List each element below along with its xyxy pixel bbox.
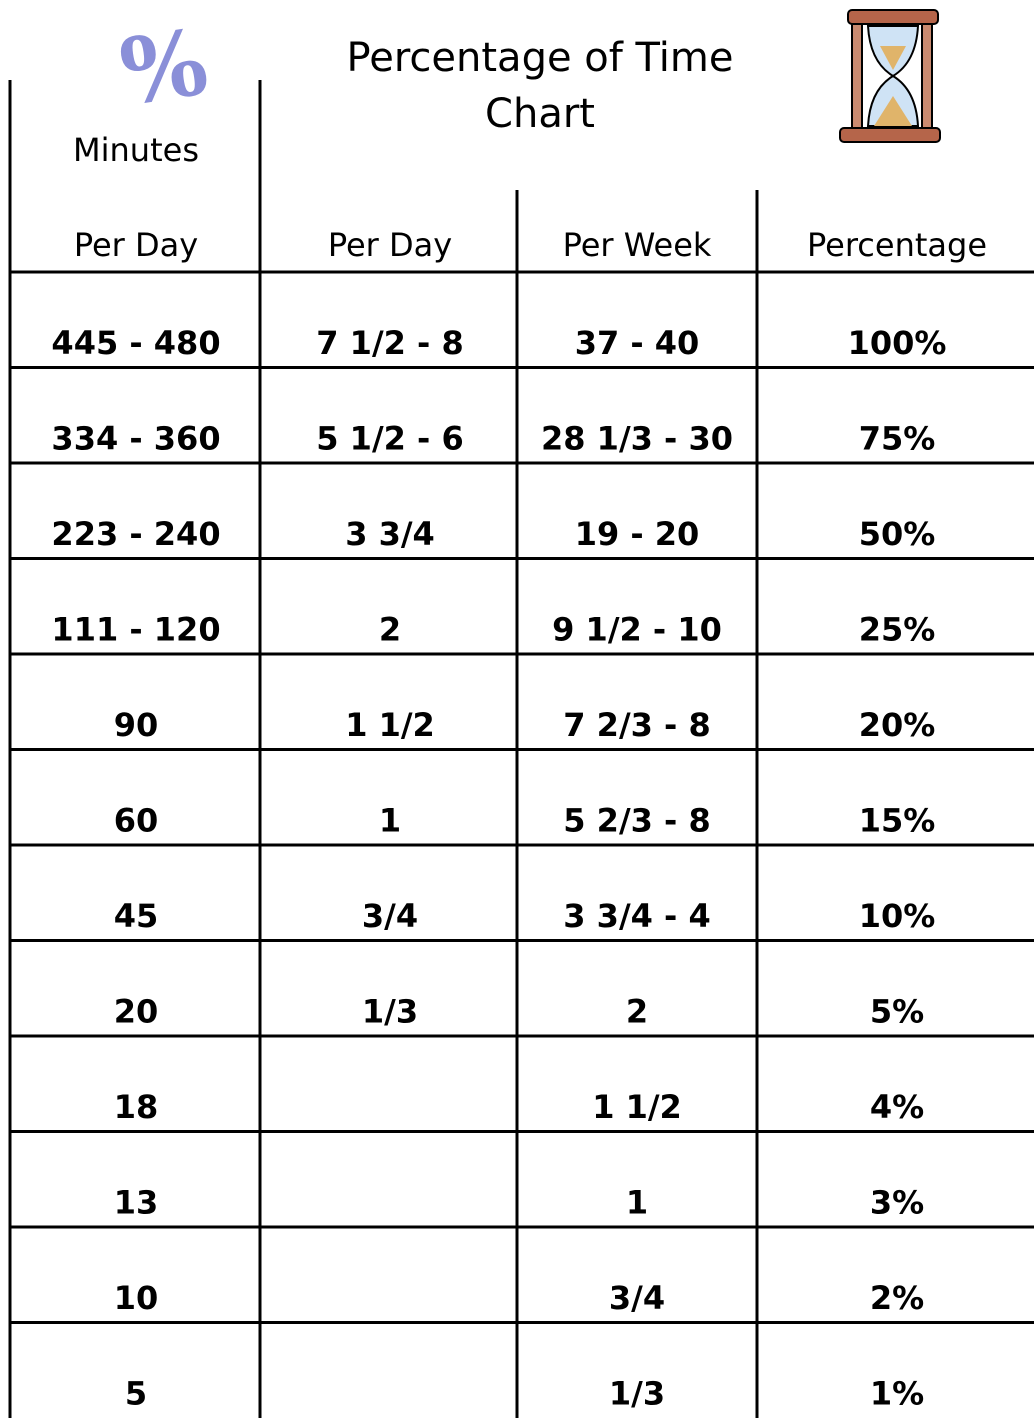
cell: 20	[114, 993, 159, 1031]
cell: 5 1/2 - 6	[316, 420, 463, 458]
column-header: Per Week	[563, 226, 712, 264]
cell: 3%	[870, 1184, 924, 1222]
cell: 2%	[870, 1279, 924, 1317]
cell: 9 1/2 - 10	[552, 611, 722, 649]
cell: 1/3	[362, 993, 418, 1031]
cell: 2	[626, 993, 648, 1031]
cell: 19 - 20	[575, 515, 700, 553]
svg-text:%: %	[114, 9, 213, 126]
cell: 1 1/2	[345, 706, 435, 744]
cell: 45	[114, 897, 159, 935]
cell: 18	[114, 1088, 159, 1126]
cell: 3 3/4	[345, 515, 435, 553]
hourglass-icon	[840, 10, 940, 142]
cell: 3/4	[609, 1279, 665, 1317]
cell: 3/4	[362, 897, 418, 935]
percent-icon: %	[114, 9, 213, 126]
cell: 60	[114, 802, 159, 840]
cell: 334 - 360	[51, 420, 220, 458]
column-header: Percentage	[807, 226, 987, 264]
cell: 25%	[859, 611, 936, 649]
cell: 75%	[859, 420, 936, 458]
cell: 28 1/3 - 30	[541, 420, 733, 458]
cell: 100%	[848, 324, 947, 362]
column-header: Per Day	[74, 226, 198, 264]
cell: 445 - 480	[51, 324, 220, 362]
cell: 223 - 240	[51, 515, 220, 553]
minutes-label: Minutes	[73, 131, 199, 169]
cell: 5%	[870, 993, 924, 1031]
cell: 15%	[859, 802, 936, 840]
cell: 2	[379, 611, 401, 649]
cell: 1 1/2	[592, 1088, 682, 1126]
cell: 5	[125, 1375, 147, 1413]
cell: 50%	[859, 515, 936, 553]
cell: 1	[379, 802, 401, 840]
page: Percentage of Time Chart % Minutes Per D…	[0, 0, 1034, 1418]
cell: 5 2/3 - 8	[563, 802, 710, 840]
cell: 1	[626, 1184, 648, 1222]
cell: 1%	[870, 1375, 924, 1413]
column-header: Per Day	[328, 226, 452, 264]
table: % Minutes Per DayPer DayPer WeekPercenta…	[0, 0, 1034, 1418]
cell: 7 2/3 - 8	[563, 706, 710, 744]
cell: 20%	[859, 706, 936, 744]
cell: 1/3	[609, 1375, 665, 1413]
cell: 37 - 40	[575, 324, 700, 362]
cell: 3 3/4 - 4	[563, 897, 710, 935]
cell: 4%	[870, 1088, 924, 1126]
cell: 10	[114, 1279, 159, 1317]
cell: 13	[114, 1184, 159, 1222]
cell: 10%	[859, 897, 936, 935]
cell: 90	[114, 706, 159, 744]
cell: 111 - 120	[51, 611, 220, 649]
cell: 7 1/2 - 8	[316, 324, 463, 362]
